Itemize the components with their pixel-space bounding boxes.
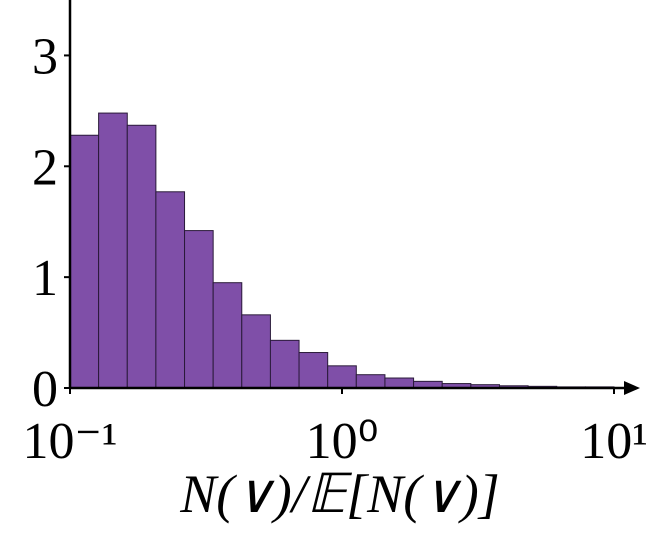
bar [269,339,300,389]
bar [241,314,271,389]
bar [327,365,357,389]
x-axis-label: N(∨)/𝔼[N(∨)] [179,464,499,524]
bar [212,282,243,389]
x-tick-label: 10¹ [580,413,648,470]
x-tick-label: 10⁻¹ [22,413,117,470]
y-tick-label: 1 [32,250,58,307]
x-tick-label: 10⁰ [306,413,379,470]
bar [184,230,214,389]
x-axis-arrow [624,381,640,395]
bar [355,374,386,389]
y-tick-label: 0 [32,361,58,418]
bar [98,112,128,389]
y-tick-label: 2 [32,139,58,196]
bar [126,124,157,389]
bar [69,134,100,389]
bar [384,377,415,389]
y-tick-label: 3 [32,28,58,85]
bar [155,191,186,389]
bar [298,352,329,389]
